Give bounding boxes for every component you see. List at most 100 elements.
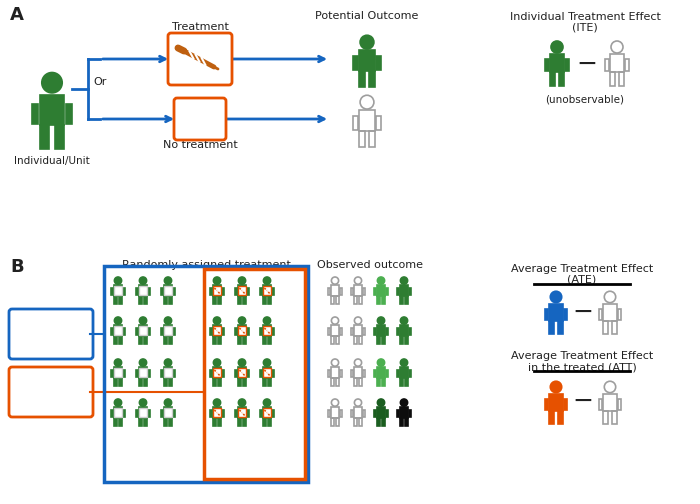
Bar: [114, 336, 117, 344]
Bar: [234, 410, 237, 417]
Bar: [114, 285, 122, 296]
Bar: [139, 285, 147, 296]
Bar: [238, 377, 241, 386]
Bar: [213, 418, 216, 426]
Bar: [243, 418, 246, 426]
Bar: [247, 288, 249, 295]
Bar: [119, 336, 122, 344]
Bar: [262, 336, 266, 344]
Bar: [148, 288, 150, 295]
Bar: [545, 59, 549, 72]
Bar: [164, 286, 172, 294]
Bar: [386, 288, 389, 295]
Text: Observed outcome: Observed outcome: [317, 260, 423, 270]
Bar: [139, 367, 147, 377]
Bar: [260, 288, 262, 295]
Bar: [374, 328, 376, 335]
Bar: [238, 407, 246, 418]
Circle shape: [263, 277, 271, 284]
Bar: [340, 288, 342, 295]
Bar: [139, 407, 147, 418]
Bar: [111, 288, 113, 295]
Bar: [354, 285, 362, 296]
Bar: [136, 370, 138, 377]
Bar: [386, 410, 389, 417]
Text: B: B: [10, 258, 24, 276]
Circle shape: [139, 317, 146, 324]
Bar: [238, 325, 246, 336]
Text: (unobservable): (unobservable): [545, 95, 624, 105]
Bar: [173, 370, 175, 377]
Bar: [139, 368, 146, 376]
Bar: [603, 303, 617, 321]
FancyBboxPatch shape: [9, 367, 93, 417]
FancyBboxPatch shape: [9, 309, 93, 359]
Bar: [234, 328, 237, 335]
Text: Randomly assigned treatment: Randomly assigned treatment: [122, 260, 290, 270]
Bar: [328, 370, 330, 377]
Bar: [144, 296, 147, 304]
Bar: [238, 418, 241, 426]
Text: −: −: [577, 52, 598, 76]
Bar: [213, 285, 221, 296]
Bar: [564, 399, 568, 410]
Bar: [272, 370, 274, 377]
Text: Average Treatment Effect: Average Treatment Effect: [511, 351, 653, 361]
Bar: [331, 325, 340, 336]
Bar: [243, 336, 246, 344]
Circle shape: [42, 73, 62, 93]
Bar: [340, 328, 342, 335]
Circle shape: [139, 359, 146, 366]
Bar: [114, 418, 117, 426]
Text: (ATE): (ATE): [568, 275, 596, 285]
Bar: [400, 285, 408, 296]
Bar: [336, 336, 340, 344]
Bar: [603, 394, 617, 411]
Bar: [400, 325, 408, 336]
Bar: [351, 288, 354, 295]
Bar: [139, 327, 146, 335]
Bar: [331, 296, 334, 304]
Bar: [161, 370, 163, 377]
Bar: [239, 286, 246, 294]
Bar: [222, 370, 224, 377]
Bar: [340, 370, 342, 377]
Bar: [122, 328, 125, 335]
Bar: [239, 408, 246, 416]
Bar: [377, 325, 385, 336]
Bar: [262, 367, 271, 377]
Bar: [354, 377, 357, 386]
Bar: [161, 410, 163, 417]
Circle shape: [164, 399, 172, 406]
Bar: [148, 370, 150, 377]
Bar: [370, 71, 375, 87]
Circle shape: [263, 317, 271, 324]
Bar: [359, 336, 362, 344]
Bar: [354, 336, 357, 344]
Bar: [558, 411, 563, 424]
Bar: [550, 411, 554, 424]
Bar: [268, 418, 271, 426]
Bar: [336, 377, 340, 386]
Bar: [331, 418, 334, 426]
Bar: [382, 377, 385, 386]
Bar: [213, 377, 216, 386]
Bar: [114, 408, 122, 416]
Bar: [363, 288, 365, 295]
Bar: [612, 411, 617, 424]
Bar: [238, 336, 241, 344]
Circle shape: [164, 277, 172, 284]
Bar: [161, 288, 163, 295]
Bar: [374, 370, 376, 377]
Bar: [214, 286, 220, 294]
Bar: [136, 288, 138, 295]
Bar: [173, 410, 175, 417]
Bar: [234, 370, 237, 377]
Circle shape: [239, 317, 246, 324]
Circle shape: [263, 399, 271, 406]
Bar: [377, 296, 380, 304]
Bar: [354, 367, 362, 377]
Circle shape: [214, 399, 220, 406]
Bar: [397, 328, 399, 335]
Circle shape: [139, 277, 146, 284]
